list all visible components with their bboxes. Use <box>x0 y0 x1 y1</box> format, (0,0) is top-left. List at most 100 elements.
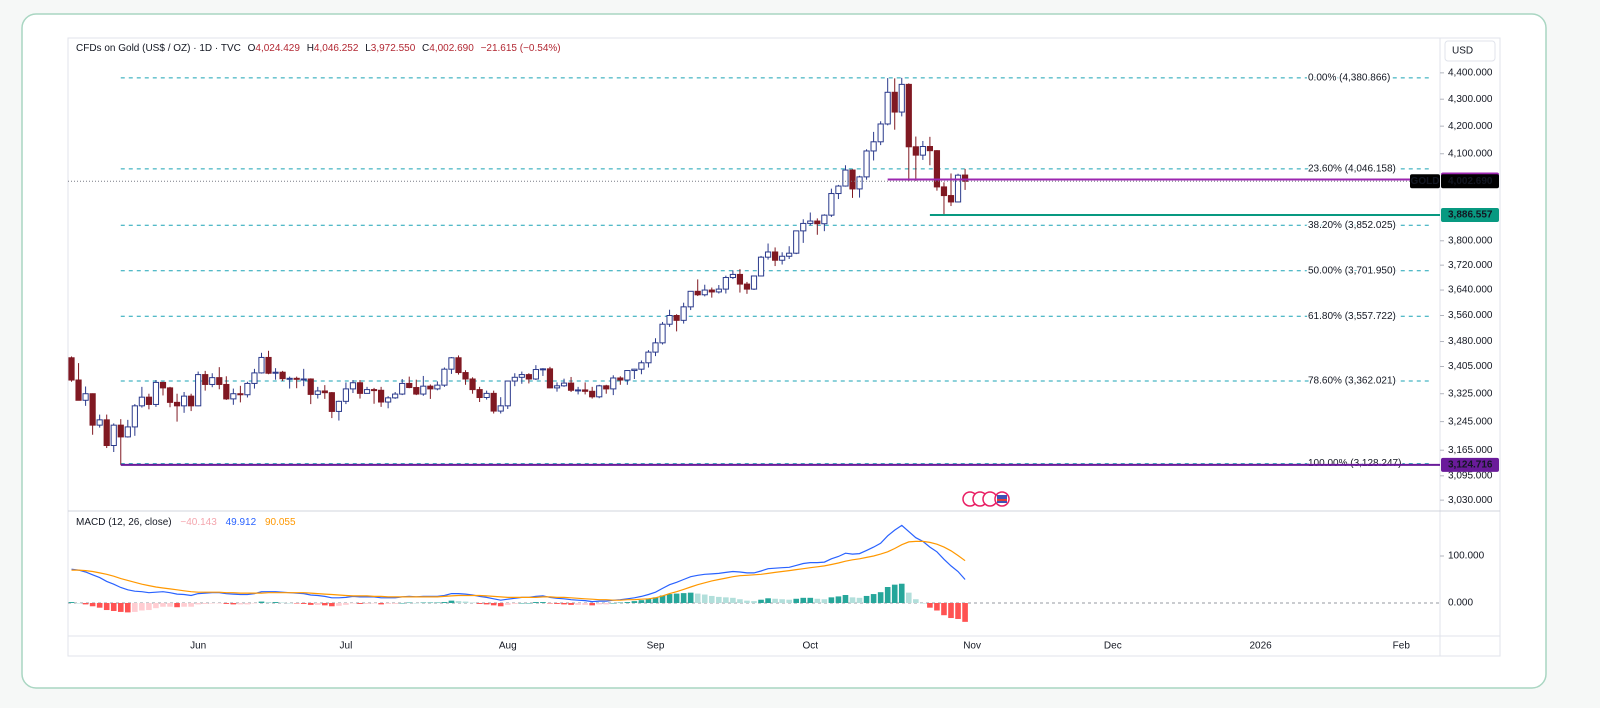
price-level-box <box>1441 207 1499 222</box>
candle-body <box>610 377 617 390</box>
macd-histogram-bar <box>898 583 905 603</box>
ohlc-letter: O <box>248 43 256 54</box>
currency: USD <box>1452 46 1473 57</box>
candle-body <box>82 393 89 401</box>
candle-body <box>131 405 138 428</box>
candle-body <box>814 220 821 225</box>
macd-histogram-bar <box>758 599 764 603</box>
candle-body <box>772 251 779 261</box>
candle-body <box>202 374 209 385</box>
ohlc-value: 3,972.550 <box>371 43 416 54</box>
candle-body <box>652 342 659 353</box>
candle-body <box>124 426 131 438</box>
candle-body <box>293 377 300 380</box>
candle-body <box>230 393 237 400</box>
candle-body <box>912 146 919 156</box>
candle-body <box>427 385 434 390</box>
change: −21.615 (−0.54%) <box>481 43 561 54</box>
candle-body <box>96 419 103 426</box>
candle-body <box>180 395 188 407</box>
candle-body <box>209 377 216 385</box>
y-tick-label: 3,095.000 <box>1448 470 1493 481</box>
price-level-label: 4,002.690 <box>1448 176 1493 187</box>
macd-title: MACD (12, 26, close) <box>76 517 172 528</box>
x-tick-label: Oct <box>803 641 819 652</box>
macd-histogram-bar <box>526 602 532 604</box>
candle-body <box>237 393 244 396</box>
candle-body <box>448 357 455 370</box>
candle-body <box>469 378 476 391</box>
macd-histogram-bar <box>286 602 293 604</box>
candle-body <box>638 362 645 370</box>
macd-histogram-bar <box>575 602 581 605</box>
x-tick-label: Jun <box>190 641 206 652</box>
macd-legend: MACD (12, 26, close) −40.143 49.912 90.0… <box>76 517 296 528</box>
macd-histogram-bar <box>202 602 208 604</box>
macd-histogram-bar <box>800 597 807 603</box>
currency-box[interactable] <box>1444 40 1496 62</box>
macd-histogram-bar <box>723 597 729 603</box>
symbol-title: CFDs on Gold (US$ / OZ) · 1D · TVC <box>76 43 241 54</box>
candle-body <box>532 369 539 380</box>
macd-histogram-bar <box>181 602 187 607</box>
candle-body <box>173 401 181 407</box>
candle-body <box>835 185 842 195</box>
candle-body <box>884 91 891 125</box>
macd-histogram-bar <box>737 599 743 603</box>
ohlc-letter: H <box>307 43 314 54</box>
macd-histogram-bar <box>659 595 666 603</box>
candle-body <box>779 255 786 261</box>
y-tick-label: 3,245.000 <box>1448 416 1493 427</box>
macd-histogram-bar <box>399 602 406 604</box>
ohlc-value: 4,024.429 <box>255 43 300 54</box>
candle-body <box>420 385 427 395</box>
macd-histogram-bar <box>652 597 659 603</box>
macd-histogram-bar <box>511 602 518 604</box>
candle-body <box>272 371 279 374</box>
candle-body <box>546 368 554 389</box>
event-icons[interactable] <box>962 491 1010 507</box>
y-tick-label: 4,400.000 <box>1448 68 1493 79</box>
symbol-tag: GOLD <box>1411 176 1440 187</box>
macd-histogram-bar <box>427 602 434 604</box>
candle-body <box>947 195 955 203</box>
macd-histogram-bar <box>856 597 863 603</box>
candle-body <box>335 400 342 412</box>
macd-histogram-bar <box>849 597 856 603</box>
macd-histogram-bar <box>554 602 560 604</box>
macd-histogram-bar <box>891 584 898 603</box>
macd-histogram-bar <box>174 602 180 608</box>
candle-body <box>117 424 124 438</box>
fib-label: 50.00% (3,701.950) <box>1308 265 1396 276</box>
macd-histogram-bar <box>462 601 469 603</box>
macd-histogram-bar <box>596 602 603 605</box>
candle-body <box>659 323 666 344</box>
macd-histogram-bar <box>251 602 258 604</box>
macd-histogram-bar <box>687 592 694 603</box>
price-level-label: 3,124.716 <box>1448 460 1493 471</box>
macd-histogram-bar <box>694 593 701 603</box>
candle-body <box>687 290 694 308</box>
macd-histogram-bar <box>434 602 441 604</box>
fib-label: 0.00% (4,380.866) <box>1308 72 1390 83</box>
macd-histogram-bar <box>483 602 490 605</box>
y-tick-label: 4,300.000 <box>1448 94 1493 105</box>
macd-histogram-bar <box>793 598 800 603</box>
candle-body <box>223 383 230 400</box>
candle-body <box>617 377 624 381</box>
candle-body <box>589 390 596 398</box>
candle-body <box>356 382 364 394</box>
macd-histogram-bar <box>103 602 110 611</box>
x-tick-label: Aug <box>499 641 517 652</box>
macd-histogram-bar <box>300 602 307 604</box>
macd-histogram-bar <box>153 602 159 609</box>
macd-histogram-bar <box>927 602 933 608</box>
macd-histogram-bar <box>237 602 244 605</box>
candle-body <box>314 390 321 395</box>
macd-histogram-bar <box>617 602 624 604</box>
candle-body <box>933 150 941 188</box>
y-tick-label: 3,560.000 <box>1448 310 1493 321</box>
candle-body <box>624 370 631 381</box>
macd-histogram-bar <box>385 602 391 604</box>
